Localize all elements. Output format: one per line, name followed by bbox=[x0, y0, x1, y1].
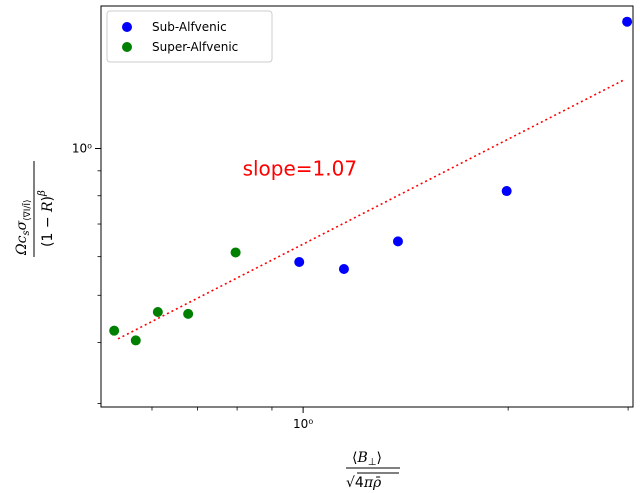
legend-marker-sub-alfvenic bbox=[122, 22, 132, 32]
axis-ticks: 10⁰ 10⁰ bbox=[72, 141, 629, 431]
y-axis-label-denominator: (1 − R)β bbox=[37, 190, 56, 247]
y-tick-label: 10⁰ bbox=[72, 141, 92, 155]
plot-area-frame bbox=[100, 5, 634, 408]
data-point-sub-alfvenic bbox=[294, 257, 305, 268]
data-point-super-alfvenic bbox=[152, 307, 163, 318]
slope-annotation: slope=1.07 bbox=[243, 157, 358, 181]
data-point-super-alfvenic bbox=[130, 335, 141, 346]
legend: Sub-Alfvenic Super-Alfvenic bbox=[106, 10, 273, 63]
data-points bbox=[109, 16, 633, 346]
x-tick-label: 10⁰ bbox=[293, 417, 313, 431]
legend-label-sub-alfvenic: Sub-Alfvenic bbox=[152, 20, 227, 34]
data-point-super-alfvenic bbox=[109, 325, 120, 336]
y-axis-label-numerator: Ωcsσ⟨∇I/Ī⟩ bbox=[14, 199, 33, 256]
legend-frame bbox=[106, 10, 273, 63]
data-point-sub-alfvenic bbox=[338, 264, 349, 275]
x-axis-label: ⟨B⊥⟩ √4πρ̄ bbox=[346, 450, 400, 491]
data-point-sub-alfvenic bbox=[392, 236, 403, 247]
data-point-sub-alfvenic bbox=[501, 186, 512, 197]
fit-line bbox=[117, 79, 624, 340]
x-axis-label-denominator: √4πρ̄ bbox=[346, 475, 382, 491]
data-point-sub-alfvenic bbox=[622, 16, 633, 27]
y-axis-label: Ωcsσ⟨∇I/Ī⟩ (1 − R)β bbox=[14, 161, 56, 257]
data-point-super-alfvenic bbox=[230, 247, 241, 258]
legend-marker-super-alfvenic bbox=[122, 42, 132, 52]
x-axis-label-numerator: ⟨B⊥⟩ bbox=[352, 450, 382, 468]
legend-label-super-alfvenic: Super-Alfvenic bbox=[152, 40, 238, 54]
data-point-super-alfvenic bbox=[183, 308, 194, 319]
